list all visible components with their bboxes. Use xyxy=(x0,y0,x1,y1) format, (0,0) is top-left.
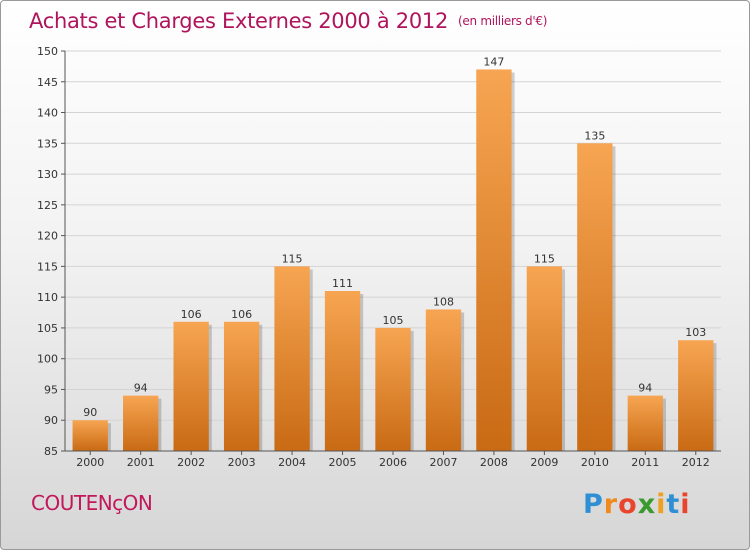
bar-2006 xyxy=(375,327,411,451)
y-tick-label: 105 xyxy=(37,322,58,335)
y-tick-label: 90 xyxy=(44,414,58,427)
y-tick-label: 135 xyxy=(37,137,58,150)
chart-title: Achats et Charges Externes 2000 à 2012 (e… xyxy=(29,9,547,33)
axes: 85 90 95 100 105 110 115 120 125 130 135 140 145 150 2… xyxy=(37,45,721,469)
chart-title-text: Achats et Charges Externes 2000 à 2012 xyxy=(29,9,449,33)
bar-2002 xyxy=(173,321,209,451)
x-tick-label-2008: 2008 xyxy=(480,456,508,469)
x-tick-label-2000: 2000 xyxy=(76,456,104,469)
value-label-2008: 147 xyxy=(483,55,504,68)
city-name: COUTENçON xyxy=(31,491,153,515)
y-tick-label: 150 xyxy=(37,45,58,58)
bar-2008 xyxy=(476,69,512,451)
x-tick-label-2012: 2012 xyxy=(682,456,710,469)
value-label-2009: 115 xyxy=(534,252,555,265)
bar-2001 xyxy=(123,395,159,451)
value-label-2011: 94 xyxy=(638,382,652,395)
proxiti-logo: Proxiti xyxy=(583,489,691,520)
logo-letter: r xyxy=(603,489,619,520)
value-label-2000: 90 xyxy=(83,406,97,419)
logo-letter: i xyxy=(680,489,691,520)
y-tick-label: 130 xyxy=(37,168,58,181)
logo-letter: x xyxy=(637,489,657,520)
x-tick-label-2003: 2003 xyxy=(228,456,256,469)
bar-2009 xyxy=(526,266,563,451)
bar-2004 xyxy=(274,266,310,451)
x-tick-label-2010: 2010 xyxy=(581,456,609,469)
y-tick-label: 140 xyxy=(37,107,58,120)
logo-letter: P xyxy=(583,489,604,520)
value-label-2010: 135 xyxy=(584,129,605,142)
bars: 90 94 106 106 115 111 105 108 147 115 135 94 103 xyxy=(72,55,717,452)
bar-2011 xyxy=(627,395,663,451)
y-tick-label: 110 xyxy=(37,291,58,304)
value-label-2012: 103 xyxy=(685,326,706,339)
bar-2012 xyxy=(678,340,714,451)
x-tick-label-2006: 2006 xyxy=(379,456,407,469)
logo-letter: t xyxy=(666,489,681,520)
value-label-2004: 115 xyxy=(282,252,303,265)
bar-2010 xyxy=(577,143,613,452)
bar-2007 xyxy=(425,309,462,451)
value-label-2005: 111 xyxy=(332,277,353,290)
value-label-2002: 106 xyxy=(181,308,202,321)
x-tick-label-2007: 2007 xyxy=(429,456,457,469)
chart-subtitle: (en milliers d'€) xyxy=(458,14,548,28)
y-tick-label: 95 xyxy=(44,383,58,396)
value-label-2007: 108 xyxy=(433,295,454,308)
x-tick-label-2001: 2001 xyxy=(127,456,155,469)
x-tick-label-2002: 2002 xyxy=(177,456,205,469)
x-tick-label-2005: 2005 xyxy=(329,456,357,469)
y-tick-label: 125 xyxy=(37,199,58,212)
x-tick-label-2004: 2004 xyxy=(278,456,306,469)
value-label-2006: 105 xyxy=(383,314,404,327)
value-label-2003: 106 xyxy=(231,308,252,321)
bar-2005 xyxy=(324,291,361,451)
value-label-2001: 94 xyxy=(134,382,148,395)
y-tick-label: 100 xyxy=(37,353,58,366)
bar-2003 xyxy=(223,321,260,451)
logo-letter: i xyxy=(656,489,667,520)
y-tick-label: 85 xyxy=(44,445,58,458)
bar-2000 xyxy=(72,420,108,451)
y-tick-label: 145 xyxy=(37,76,58,89)
x-tick-label-2009: 2009 xyxy=(530,456,558,469)
logo-letter: o xyxy=(618,489,638,520)
y-tick-label: 120 xyxy=(37,230,58,243)
y-tick-label: 115 xyxy=(37,260,58,273)
x-tick-label-2011: 2011 xyxy=(631,456,659,469)
